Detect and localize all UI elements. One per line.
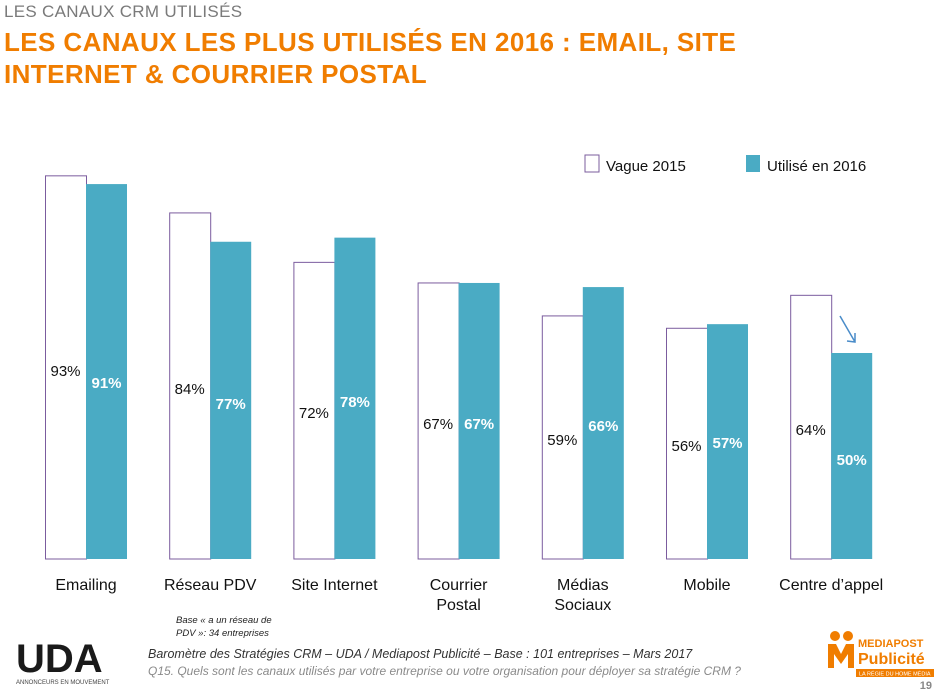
legend-swatch-1 bbox=[746, 155, 760, 172]
value-label-2016-4: 66% bbox=[588, 418, 618, 435]
category-label-4-line1: Sociaux bbox=[554, 597, 611, 614]
page-number: 19 bbox=[919, 680, 932, 692]
bar-2015-1 bbox=[169, 212, 212, 560]
category-label-4-line0: Médias bbox=[557, 577, 609, 594]
mediapost-logo-line1: MEDIAPOST bbox=[858, 638, 924, 650]
value-label-2015-3: 67% bbox=[423, 416, 453, 433]
legend-label-1: Utilisé en 2016 bbox=[767, 158, 866, 175]
category-label-3-line0: Courrier bbox=[430, 577, 488, 594]
chart-legend: Vague 2015 Utilisé en 2016 bbox=[584, 154, 866, 175]
legend-label-0: Vague 2015 bbox=[606, 158, 686, 175]
page-title: LES CANAUX LES PLUS UTILISÉS EN 2016 : E… bbox=[4, 27, 737, 89]
value-label-2016-2: 78% bbox=[340, 394, 370, 411]
section-subtitle: LES CANAUX CRM UTILISÉS bbox=[4, 2, 243, 21]
category-label-6: Centre d’appel bbox=[779, 577, 883, 594]
bar-2016-0 bbox=[86, 184, 127, 559]
chart-value-labels: 93% 91% 84% 77% 72% 78% 67% 67% 59% 66% 56% 57% 64% 5… bbox=[50, 363, 866, 469]
value-label-2016-6: 50% bbox=[837, 452, 867, 469]
down-arrow-icon bbox=[839, 315, 856, 343]
value-label-2016-5: 57% bbox=[712, 435, 742, 452]
value-label-2015-0: 93% bbox=[50, 363, 80, 380]
value-label-2015-2: 72% bbox=[299, 405, 329, 422]
category-label-0: Emailing bbox=[55, 577, 116, 594]
chart-category-labels: Emailing Réseau PDV Site Internet Courrier P… bbox=[55, 577, 883, 614]
category-label-5: Mobile bbox=[683, 577, 730, 594]
legend-swatch-0 bbox=[584, 154, 600, 173]
category-label-1: Réseau PDV bbox=[164, 577, 257, 594]
bar-2015-2 bbox=[293, 261, 336, 560]
bar-2016-1 bbox=[210, 241, 252, 559]
bar-2015-0 bbox=[45, 175, 87, 560]
value-label-2015-1: 84% bbox=[175, 381, 205, 398]
source-text: Baromètre des Stratégies CRM – UDA / Med… bbox=[148, 647, 693, 661]
category-label-2: Site Internet bbox=[291, 577, 378, 594]
question-text: Q15. Quels sont les canaux utilisés par … bbox=[148, 664, 741, 678]
uda-logo: UDA ANNONCEURS EN MOUVEMENT bbox=[16, 637, 110, 686]
uda-logo-tagline: ANNONCEURS EN MOUVEMENT bbox=[16, 680, 110, 686]
base-note: Base « a un réseau de PDV »: 34 entrepri… bbox=[176, 615, 272, 639]
value-label-2016-1: 77% bbox=[216, 396, 246, 413]
chart-bars bbox=[45, 175, 873, 560]
value-label-2015-4: 59% bbox=[547, 432, 577, 449]
value-label-2015-5: 56% bbox=[671, 438, 701, 455]
bar-2016-2 bbox=[334, 237, 376, 559]
bar-2015-4 bbox=[541, 315, 584, 560]
bar-2016-6 bbox=[831, 353, 873, 559]
mediapost-logo: MEDIAPOST Publicité LA RÉGIE DU HOME MÉD… bbox=[828, 631, 934, 678]
mediapost-logo-tagline: LA RÉGIE DU HOME MÉDIA bbox=[859, 671, 931, 678]
value-label-2016-3: 67% bbox=[464, 416, 494, 433]
bar-2016-4 bbox=[582, 287, 624, 559]
value-label-2015-6: 64% bbox=[796, 422, 826, 439]
category-label-3-line1: Postal bbox=[436, 597, 480, 614]
bar-2016-5 bbox=[707, 324, 748, 559]
bar-2016-3 bbox=[458, 282, 500, 559]
uda-logo-text: UDA bbox=[16, 637, 103, 681]
bar-2015-3 bbox=[417, 282, 460, 560]
mediapost-logo-line2: Publicité bbox=[858, 651, 925, 668]
value-label-2016-0: 91% bbox=[91, 375, 121, 392]
